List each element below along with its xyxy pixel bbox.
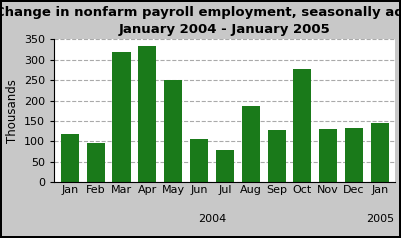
Bar <box>242 105 260 182</box>
Text: 2004: 2004 <box>198 213 226 223</box>
Text: 2005: 2005 <box>366 213 394 223</box>
Bar <box>319 129 337 182</box>
Y-axis label: Thousands: Thousands <box>6 79 18 143</box>
Bar <box>267 130 286 182</box>
Title: Change in nonfarm payroll employment, seasonally adjusted,
January 2004 - Januar: Change in nonfarm payroll employment, se… <box>0 5 401 35</box>
Bar <box>61 134 79 182</box>
Bar <box>294 69 312 182</box>
Bar <box>87 144 105 182</box>
Bar <box>112 52 130 182</box>
Bar <box>345 128 363 182</box>
Bar <box>216 149 234 182</box>
Bar <box>164 80 182 182</box>
Bar <box>371 123 389 182</box>
Bar <box>138 46 156 182</box>
Bar <box>190 139 208 182</box>
